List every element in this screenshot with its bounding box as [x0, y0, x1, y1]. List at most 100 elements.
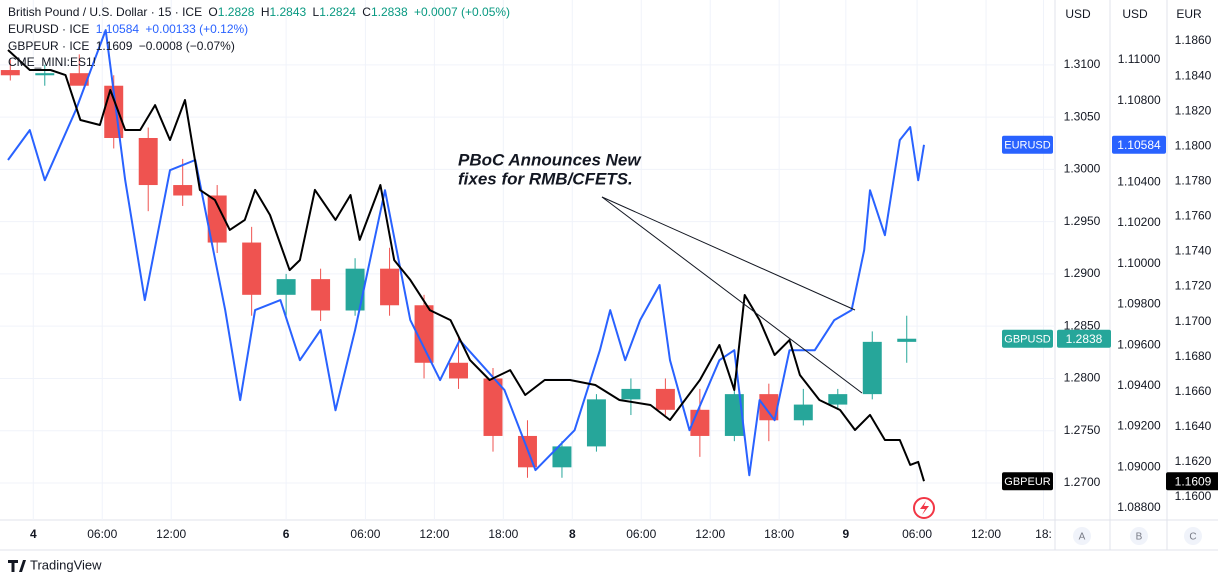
candle-body	[724, 394, 744, 436]
price-tag-value-bg	[1166, 472, 1218, 491]
y-tick-label: 1.2950	[1064, 214, 1101, 228]
y-tick-label: 1.3050	[1064, 109, 1101, 123]
y-tick-label: 1.1660	[1175, 384, 1212, 398]
ohlc-key: C	[362, 5, 371, 19]
y-tick-label: 1.11000	[1118, 52, 1161, 66]
x-tick-label: 4	[30, 527, 37, 541]
price: 1.10584	[95, 22, 140, 36]
candle-body	[483, 378, 503, 436]
y-tick-label: 1.1640	[1175, 419, 1212, 433]
annotation-arrow	[601, 196, 856, 311]
price-tag-name-bg	[1002, 329, 1053, 348]
price-tag-value-bg	[1112, 135, 1166, 154]
candle-body	[276, 279, 296, 295]
price-tag: GBPUSD	[1002, 329, 1053, 348]
y-tick-label: 1.09600	[1117, 337, 1161, 351]
price-tag: EURUSD	[1002, 135, 1053, 154]
legend-row: CME_MINI:ES1!	[8, 55, 99, 69]
change: +0.0007 (+0.05%)	[413, 5, 511, 19]
price-tag-name: GBPUSD	[1004, 334, 1051, 346]
x-tick-label: 12:00	[156, 527, 186, 541]
y-tick-label: 1.10200	[1117, 215, 1161, 229]
ohlc-value: 1.2824	[319, 5, 356, 19]
change: +0.00133 (+0.12%)	[145, 22, 249, 36]
candle-body	[621, 388, 641, 400]
candle-body	[207, 195, 227, 243]
y-tick-label: 1.09200	[1117, 419, 1161, 433]
y-tick-label: 1.08800	[1117, 500, 1161, 514]
candle-body	[828, 394, 848, 405]
ohlc-key: H	[260, 5, 270, 19]
x-tick-label: 06:00	[87, 527, 117, 541]
y-tick-label: 1.10400	[1117, 174, 1161, 188]
x-tick-label: 6	[283, 527, 290, 541]
y-tick-label: 1.1820	[1175, 103, 1212, 117]
y-tick-label: 1.1680	[1175, 349, 1212, 363]
y-tick-label: 1.09000	[1117, 459, 1161, 473]
y-tick-label: 1.10800	[1117, 93, 1161, 107]
y-tick-label: 1.09800	[1117, 297, 1161, 311]
price-tag-name: GBPEUR	[1004, 476, 1051, 488]
x-tick-label: 8	[569, 527, 576, 541]
y-tick-label: 1.1600	[1175, 489, 1212, 503]
price-tag: GBPEUR	[1002, 472, 1053, 491]
axis-letter: B	[1136, 532, 1143, 543]
y-tick-label: 1.1860	[1175, 33, 1212, 47]
ohlc-key: O	[208, 5, 218, 19]
brand-name: TradingView	[30, 557, 102, 572]
price-tag-name-bg	[1002, 135, 1053, 154]
axis-unit: USD	[1122, 7, 1148, 21]
y-tick-label: 1.3000	[1064, 162, 1101, 176]
axis-panel	[1055, 0, 1218, 550]
axis-letter-bg	[1073, 527, 1091, 545]
axis-unit: USD	[1065, 7, 1091, 21]
candle-body	[759, 394, 779, 421]
ohlc-key: L	[312, 5, 320, 19]
y-tick-label: 1.3100	[1064, 57, 1101, 71]
price-tag-value: 1.2838	[1066, 332, 1103, 346]
legend-row: British Pound / U.S. Dollar · 15 · ICE O…	[8, 5, 513, 19]
price-tag-value: 1.10584	[1117, 138, 1161, 152]
x-tick-label: 9	[842, 527, 849, 541]
brand-logo	[8, 560, 26, 572]
legend-row: GBPEUR · ICE 1.1609 −0.0008 (−0.07%)	[8, 39, 238, 53]
legend-row: EURUSD · ICE 1.10584 +0.00133 (+0.12%)	[8, 22, 251, 36]
x-tick-label: 06:00	[902, 527, 932, 541]
axis-unit: EUR	[1176, 7, 1202, 21]
y-tick-label: 1.2800	[1064, 371, 1101, 385]
y-tick-label: 1.1700	[1175, 314, 1212, 328]
ohlc-value: 1.2828	[217, 5, 255, 19]
x-tick-label: 06:00	[626, 527, 656, 541]
x-tick-label: 06:00	[350, 527, 380, 541]
candle-body	[242, 242, 262, 295]
x-tick-label: 18:	[1035, 527, 1052, 541]
annotation: PBoC Announces New	[458, 150, 642, 169]
y-tick-label: 1.1760	[1175, 209, 1212, 223]
candle-body	[345, 268, 365, 311]
price-tag-value: 1.1609	[1175, 474, 1212, 488]
candle-body	[138, 137, 158, 186]
x-tick-label: 12:00	[695, 527, 725, 541]
annotation: fixes for RMB/CFETS.	[458, 169, 633, 188]
x-tick-label: 12:00	[419, 527, 449, 541]
y-tick-label: 1.1740	[1175, 244, 1212, 258]
candle-body	[0, 70, 20, 76]
x-tick-label: 12:00	[971, 527, 1001, 541]
price-tag-name: EURUSD	[1004, 140, 1051, 152]
symbol-title: GBPEUR · ICE	[8, 39, 90, 53]
series-line	[7, 29, 925, 477]
price-tag-value-bg	[1057, 329, 1111, 348]
ohlc-value: 1.2843	[269, 5, 307, 19]
candle-body	[69, 73, 89, 86]
y-tick-label: 1.1720	[1175, 279, 1212, 293]
y-tick-label: 1.2750	[1064, 423, 1101, 437]
price-tag-name-bg	[1002, 472, 1053, 491]
axis-letter-bg	[1184, 527, 1202, 545]
events-icon-bolt	[920, 501, 929, 515]
change: −0.0008 (−0.07%)	[138, 39, 235, 53]
candle-body	[586, 399, 606, 447]
axis-letter-bg	[1130, 527, 1148, 545]
candle-body	[449, 362, 469, 379]
candle-body	[414, 305, 434, 363]
